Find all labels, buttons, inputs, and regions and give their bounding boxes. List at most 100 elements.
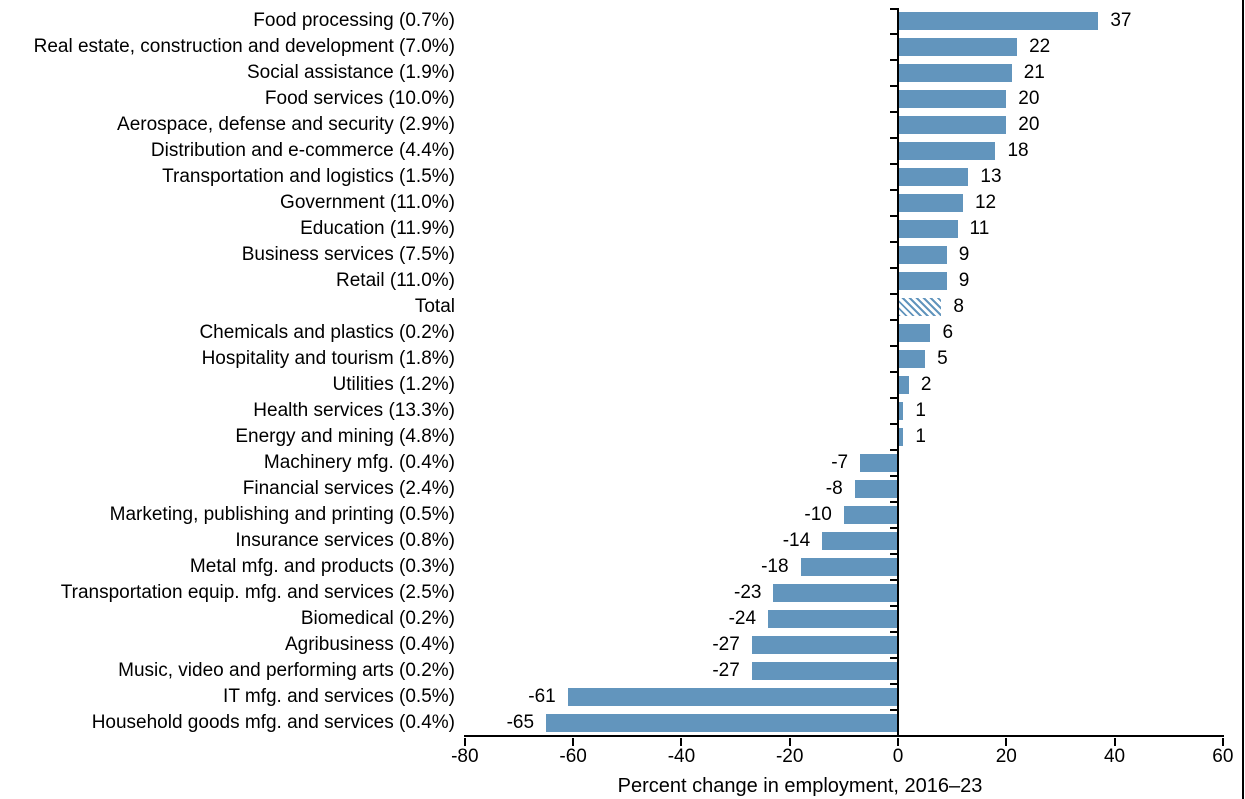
x-axis-line xyxy=(463,735,1224,737)
category-label: Government (11.0%) xyxy=(280,192,455,213)
category-tick xyxy=(890,241,897,243)
bar xyxy=(898,428,904,446)
category-tick xyxy=(890,709,897,711)
x-axis-tick-label: 60 xyxy=(1212,746,1234,767)
category-label: Transportation and logistics (1.5%) xyxy=(162,166,455,187)
category-tick xyxy=(890,423,897,425)
category-label: Metal mfg. and products (0.3%) xyxy=(189,556,455,577)
category-label: Hospitality and tourism (1.8%) xyxy=(201,348,455,369)
bar xyxy=(898,168,969,186)
x-axis-tick xyxy=(572,738,575,746)
category-tick xyxy=(890,657,897,659)
x-axis-tick xyxy=(1005,738,1008,746)
right-border-line xyxy=(1242,0,1244,799)
x-axis-tick xyxy=(1113,738,1116,746)
bar xyxy=(768,610,898,628)
category-tick xyxy=(890,293,897,295)
x-axis-tick-label: 40 xyxy=(1103,746,1126,767)
x-axis-tick-label: -20 xyxy=(775,746,804,767)
value-label: -24 xyxy=(728,608,757,629)
category-tick xyxy=(890,631,897,633)
category-label: Food services (10.0%) xyxy=(264,88,455,109)
category-label: Insurance services (0.8%) xyxy=(235,530,455,551)
bar xyxy=(898,272,947,290)
value-label: 20 xyxy=(1018,88,1040,109)
x-axis-title: Percent change in employment, 2016–23 xyxy=(617,775,983,797)
bar xyxy=(751,636,898,654)
x-axis-tick-label: 0 xyxy=(892,746,904,767)
category-tick xyxy=(890,527,897,529)
value-label: -23 xyxy=(734,582,762,603)
category-label: Utilities (1.2%) xyxy=(332,374,455,395)
category-tick xyxy=(890,319,897,321)
bar xyxy=(898,64,1012,82)
category-tick xyxy=(890,163,897,165)
bar xyxy=(773,584,898,602)
category-label: Marketing, publishing and printing (0.5%… xyxy=(109,504,455,525)
total-bar-hatched xyxy=(898,298,942,316)
category-label: Transportation equip. mfg. and services … xyxy=(60,582,455,603)
category-label: Financial services (2.4%) xyxy=(242,478,455,499)
category-label: Real estate, construction and developmen… xyxy=(33,36,455,57)
category-label: Music, video and performing arts (0.2%) xyxy=(118,660,455,681)
value-label: 6 xyxy=(942,322,954,343)
value-label: -8 xyxy=(825,478,843,499)
bar xyxy=(898,12,1099,30)
value-label: -61 xyxy=(528,686,556,707)
category-tick xyxy=(890,215,897,217)
value-label: -27 xyxy=(712,660,740,681)
category-label: IT mfg. and services (0.5%) xyxy=(223,686,455,707)
bar xyxy=(567,688,898,706)
bar xyxy=(898,350,926,368)
bar xyxy=(898,116,1007,134)
category-tick xyxy=(890,59,897,61)
bar xyxy=(898,142,996,160)
value-label: 37 xyxy=(1110,10,1132,31)
x-axis-tick xyxy=(463,738,466,746)
value-label: -7 xyxy=(831,452,849,473)
value-label: -10 xyxy=(804,504,832,525)
category-tick xyxy=(890,371,897,373)
value-label: 5 xyxy=(937,348,948,369)
category-label: Total xyxy=(414,296,455,317)
value-label: 20 xyxy=(1018,114,1040,135)
bar xyxy=(898,246,947,264)
category-tick xyxy=(890,111,897,113)
bar xyxy=(854,480,898,498)
category-tick xyxy=(890,449,897,451)
value-label: -27 xyxy=(712,634,740,655)
category-tick xyxy=(890,501,897,503)
category-label: Aerospace, defense and security (2.9%) xyxy=(117,114,455,135)
bar xyxy=(898,194,963,212)
x-axis-tick-label: -80 xyxy=(451,746,479,767)
bar xyxy=(898,402,904,420)
category-tick xyxy=(890,33,897,35)
x-axis-tick-label: -40 xyxy=(667,746,696,767)
category-tick xyxy=(890,605,897,607)
category-tick xyxy=(890,85,897,87)
bar xyxy=(843,506,898,524)
value-label: 9 xyxy=(958,244,970,265)
category-label: Chemicals and plastics (0.2%) xyxy=(199,322,455,343)
category-tick xyxy=(890,475,897,477)
category-label: Machinery mfg. (0.4%) xyxy=(263,452,455,473)
bar xyxy=(860,454,898,472)
value-label: 8 xyxy=(953,296,964,317)
category-label: Retail (11.0%) xyxy=(336,270,455,291)
value-label: -18 xyxy=(761,556,789,577)
category-label: Distribution and e-commerce (4.4%) xyxy=(150,140,455,161)
bar xyxy=(751,662,898,680)
bar xyxy=(800,558,898,576)
x-axis-tick-label: -60 xyxy=(559,746,587,767)
bar xyxy=(898,38,1018,56)
x-axis-tick-label: 20 xyxy=(995,746,1017,767)
x-axis-tick xyxy=(680,738,683,746)
category-label: Agribusiness (0.4%) xyxy=(284,634,455,655)
value-label: 18 xyxy=(1007,140,1029,161)
category-label: Biomedical (0.2%) xyxy=(300,608,455,629)
bar xyxy=(898,324,931,342)
bar xyxy=(546,714,898,732)
value-label: -14 xyxy=(782,530,811,551)
value-label: 2 xyxy=(920,374,932,395)
